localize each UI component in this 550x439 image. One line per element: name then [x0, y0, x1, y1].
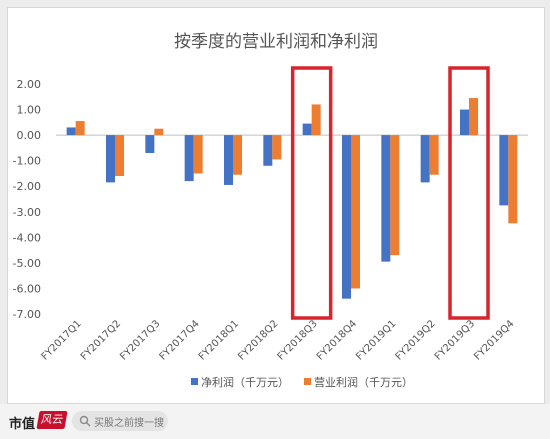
operating-profit-bar-fy2018q1 — [233, 135, 242, 175]
x-tick-label: FY2018Q4 — [315, 318, 359, 362]
brand-name: 市值 — [9, 417, 36, 432]
x-tick-label: FY2017Q1 — [40, 318, 84, 362]
net-profit-bar-fy2019q2 — [420, 135, 430, 183]
net-profit-bar-fy2018q2 — [263, 135, 273, 166]
net-profit-bar-fy2017q4 — [184, 135, 194, 182]
chart-title: 按季度的营业利润和净利润 — [174, 32, 378, 52]
x-tick-label: FY2019Q1 — [354, 318, 398, 362]
brand-logo: 风云 — [36, 411, 68, 429]
y-tick-label: -4.00 — [13, 231, 41, 244]
x-tick-label: FY2017Q4 — [158, 318, 202, 362]
chart-card: 按季度的营业利润和净利润 2.00 1.00 0.00 -1.00 -2.00 -3.00… — [7, 7, 545, 404]
search-box[interactable]: 买股之前搜一搜 — [72, 411, 168, 431]
y-tick-label: -3.00 — [13, 206, 41, 219]
y-tick-label: -6.00 — [13, 282, 41, 295]
x-tick-label: FY2019Q3 — [433, 318, 477, 362]
operating-profit-bar-fy2019q1 — [390, 135, 400, 256]
legend-swatch — [191, 378, 198, 385]
x-tick-label: FY2018Q3 — [276, 318, 320, 362]
x-tick-label: FY2019Q2 — [394, 318, 438, 362]
x-tick-label: FY2019Q4 — [472, 318, 516, 362]
net-profit-bar-fy2017q3 — [145, 135, 155, 153]
bar-chart: 按季度的营业利润和净利润 2.00 1.00 0.00 -1.00 -2.00 -3.00… — [13, 32, 528, 389]
search-placeholder: 买股之前搜一搜 — [94, 418, 164, 429]
net-profit-bar-fy2018q3 — [302, 123, 312, 136]
operating-profit-bar-fy2017q3 — [154, 128, 164, 136]
operating-profit-bar-fy2018q2 — [272, 135, 282, 160]
search-icon — [79, 415, 91, 427]
net-profit-bar-fy2019q1 — [381, 135, 391, 262]
y-tick-label: 0.00 — [17, 129, 42, 142]
operating-profit-bar-fy2017q4 — [193, 135, 203, 174]
legend-label: 净利润（千万元） — [201, 375, 289, 389]
legend-swatch — [304, 378, 311, 385]
x-tick-label: FY2018Q1 — [197, 318, 241, 362]
net-profit-bar-fy2017q1 — [66, 127, 76, 136]
x-tick-label: FY2017Q2 — [79, 318, 123, 362]
operating-profit-bar-fy2018q4 — [351, 135, 360, 289]
x-tick-label: FY2018Q2 — [236, 318, 280, 362]
legend-label: 营业利润（千万元） — [314, 375, 413, 389]
y-tick-label: -5.00 — [13, 257, 41, 270]
x-tick-label: FY2017Q3 — [118, 318, 162, 362]
footer-bar: 市值 风云 买股之前搜一搜 — [0, 404, 550, 439]
operating-profit-bar-fy2017q1 — [75, 121, 85, 136]
net-profit-bar-fy2018q1 — [224, 135, 233, 185]
net-profit-bar-fy2019q3 — [460, 109, 469, 136]
y-tick-label: 1.00 — [17, 104, 42, 117]
highlight-box-fy2019q3 — [448, 66, 490, 320]
operating-profit-bar-fy2019q4 — [508, 135, 518, 224]
y-tick-label: 2.00 — [17, 78, 42, 91]
operating-profit-bar-fy2019q3 — [469, 98, 478, 136]
net-profit-bar-fy2018q4 — [342, 135, 351, 299]
operating-profit-bar-fy2017q2 — [115, 135, 124, 176]
net-profit-bar-fy2019q4 — [499, 135, 509, 206]
operating-profit-bar-fy2018q3 — [311, 104, 321, 136]
highlight-box-fy2018q3 — [290, 66, 333, 320]
operating-profit-bar-fy2019q2 — [429, 135, 439, 175]
y-tick-label: -1.00 — [13, 155, 41, 168]
y-tick-label: -7.00 — [13, 308, 41, 321]
y-tick-label: -2.00 — [13, 180, 41, 193]
net-profit-bar-fy2017q2 — [106, 135, 115, 183]
